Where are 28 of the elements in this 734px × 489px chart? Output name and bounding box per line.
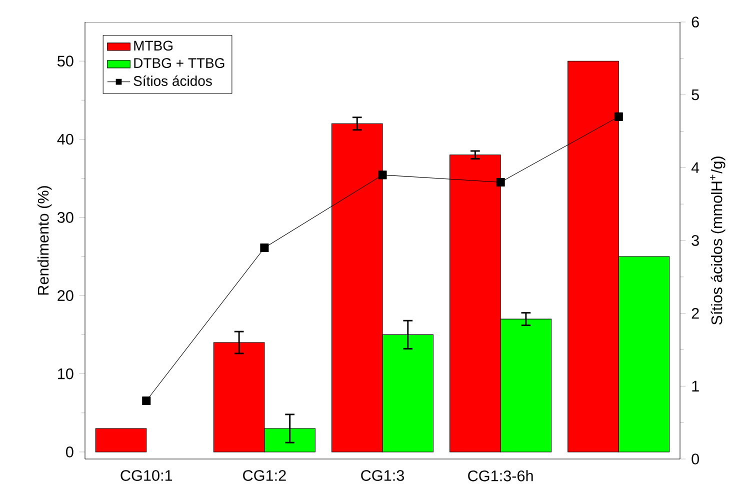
y2-tick-label: 3 — [692, 235, 699, 246]
y2-tick-label: 2 — [692, 308, 699, 319]
x-tick-label: CG1:2 — [243, 470, 286, 481]
y2-tick-label: 4 — [691, 162, 700, 173]
y2-axis-title: Sítios ácidos (mmolH$^{+}$/g) — [710, 156, 726, 325]
y-tick-label: 30 — [57, 212, 74, 223]
legend-label: DTBG + TTBG — [134, 58, 224, 68]
y-tick-label: 20 — [58, 290, 74, 302]
point — [260, 244, 269, 252]
point — [142, 396, 151, 405]
legend-label: MTBG — [134, 40, 172, 51]
y-tick-label: 10 — [58, 368, 74, 380]
x-tick-label: CG1:3-6h — [468, 470, 533, 482]
point — [614, 112, 623, 121]
x-tick-label: CG10:1 — [120, 470, 172, 481]
y-tick-label: 40 — [57, 134, 74, 145]
legend-label: Sítios ácidos — [134, 76, 212, 86]
y2-tick-label: 6 — [692, 16, 699, 28]
bar — [95, 428, 147, 452]
y2-tick-label: 0 — [692, 454, 700, 464]
y-axis-title: Rendimento (%) — [37, 186, 52, 295]
y-tick-label: 50 — [57, 56, 74, 67]
x-tick-label: CG1:3 — [361, 470, 404, 481]
y2-tick-label: 1 — [692, 380, 699, 392]
point — [496, 178, 505, 186]
y2-tick-label: 5 — [692, 89, 699, 100]
y-tick-label: 0 — [66, 446, 74, 458]
point — [378, 170, 387, 180]
